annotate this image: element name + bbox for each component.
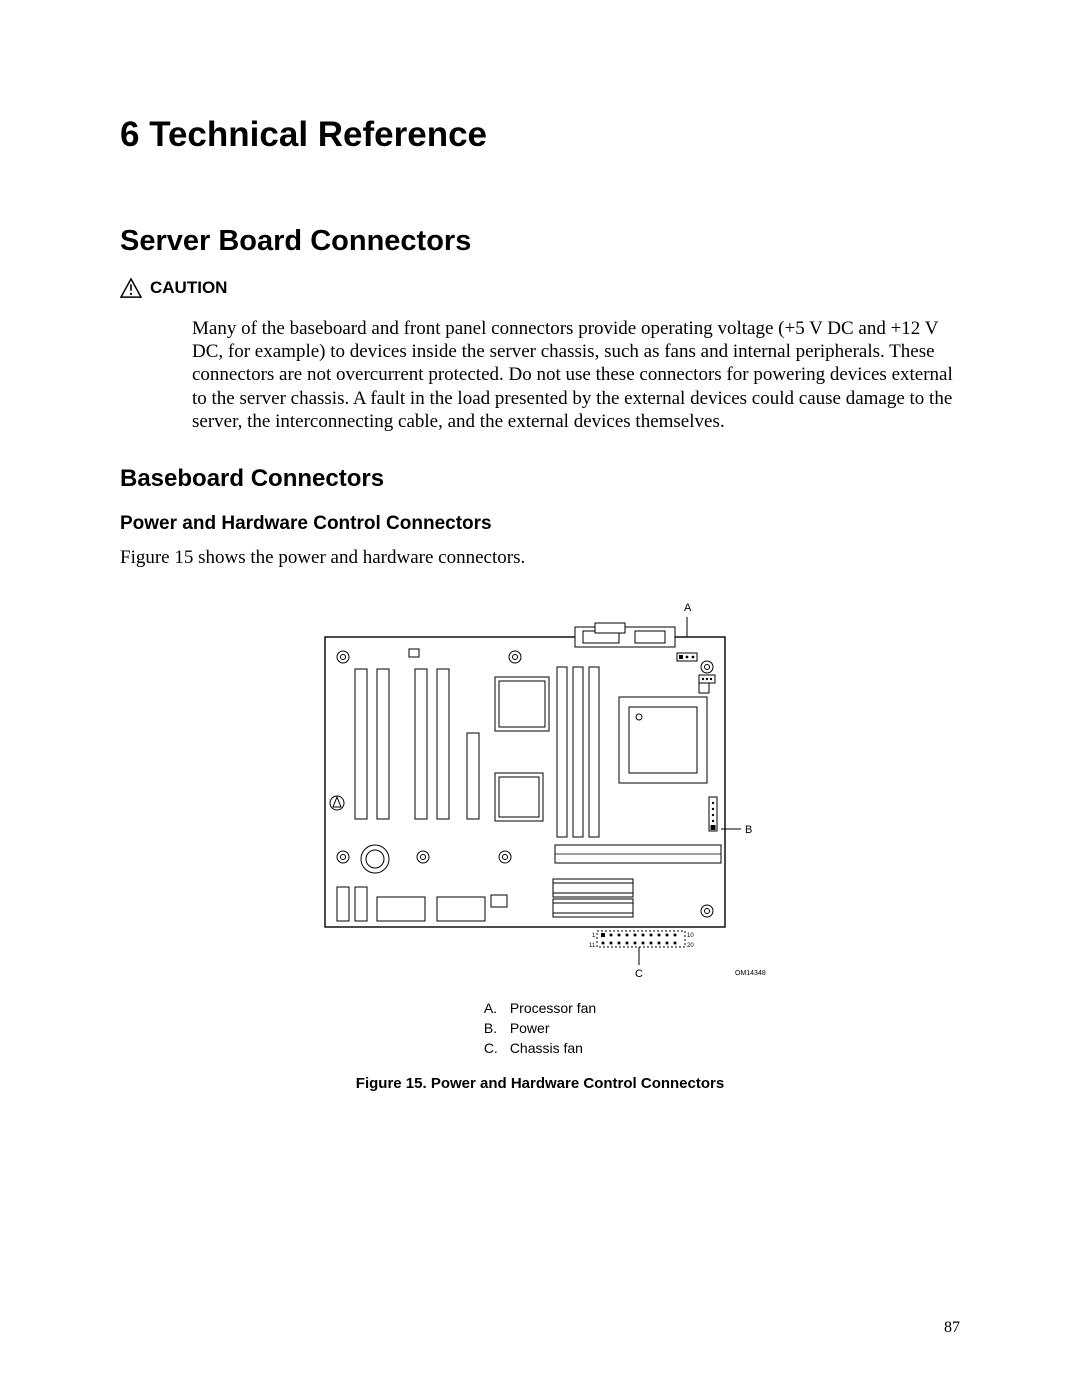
legend-row-c: C. Chassis fan	[484, 1038, 596, 1058]
legend-text-c: Chassis fan	[510, 1038, 583, 1058]
legend-text-a: Processor fan	[510, 998, 596, 1018]
figure-15: A	[120, 597, 960, 1092]
legend-row-a: A. Processor fan	[484, 998, 596, 1018]
pin-row-bottom	[602, 941, 677, 944]
figure-legend: A. Processor fan B. Power C. Chassis fan	[484, 998, 596, 1059]
page-number: 87	[944, 1319, 960, 1337]
callout-b-label: B	[745, 824, 752, 836]
warning-triangle-icon	[120, 278, 142, 298]
caution-text: Many of the baseboard and front panel co…	[192, 317, 960, 433]
callout-a-label: A	[684, 602, 692, 614]
pin-20-label: 20	[687, 943, 694, 949]
section-title: Server Board Connectors	[120, 225, 960, 258]
figure-om-code: OM14348	[735, 970, 766, 977]
subsubsection-title: Power and Hardware Control Connectors	[120, 513, 960, 535]
board-diagram: A	[295, 597, 785, 982]
pin-1-label: 1	[592, 933, 596, 939]
caution-label: CAUTION	[150, 278, 227, 298]
figure-caption: Figure 15. Power and Hardware Control Co…	[120, 1075, 960, 1092]
chapter-title: 6 Technical Reference	[120, 115, 960, 155]
caution-heading: CAUTION	[120, 278, 960, 298]
legend-letter-b: B.	[484, 1018, 510, 1038]
legend-letter-a: A.	[484, 998, 510, 1018]
subsection-title: Baseboard Connectors	[120, 465, 960, 493]
intro-paragraph: Figure 15 shows the power and hardware c…	[120, 547, 960, 569]
pin-11-label: 11	[589, 943, 596, 949]
legend-text-b: Power	[510, 1018, 550, 1038]
legend-row-b: B. Power	[484, 1018, 596, 1038]
pin-row-top	[601, 933, 677, 937]
page: 6 Technical Reference Server Board Conne…	[0, 0, 1080, 1397]
legend-letter-c: C.	[484, 1038, 510, 1058]
callout-c-label: C	[635, 968, 643, 980]
pin-10-label: 10	[687, 933, 694, 939]
